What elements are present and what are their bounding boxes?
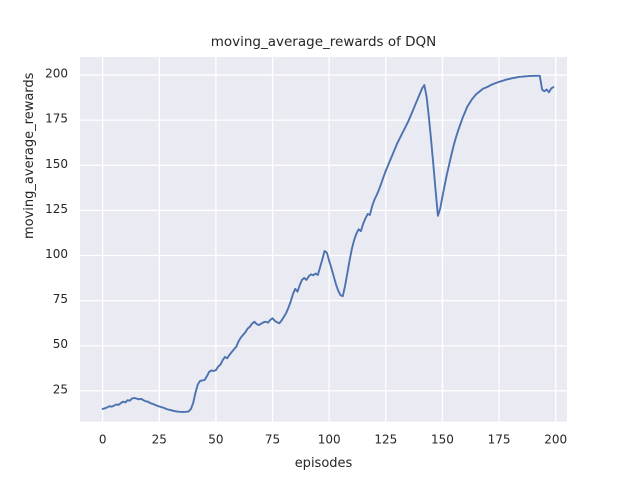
- chart-title: moving_average_rewards of DQN: [210, 34, 437, 50]
- x-tick-label: 0: [99, 433, 107, 447]
- y-tick-label: 150: [45, 157, 68, 171]
- x-tick-label: 200: [544, 433, 567, 447]
- plot-area: [80, 57, 567, 422]
- y-tick-label: 125: [45, 202, 68, 216]
- x-tick-label: 50: [208, 433, 223, 447]
- x-tick-label: 25: [152, 433, 167, 447]
- y-tick-label: 100: [45, 247, 68, 261]
- x-tick-label: 175: [488, 433, 511, 447]
- x-tick-label: 100: [318, 433, 341, 447]
- y-tick-label: 50: [53, 337, 68, 351]
- x-tick-label: 125: [374, 433, 397, 447]
- x-tick-label: 75: [265, 433, 280, 447]
- x-axis-label: episodes: [294, 456, 353, 471]
- y-tick-label: 75: [53, 292, 68, 306]
- y-tick-label: 200: [45, 67, 68, 81]
- x-tick-label: 150: [431, 433, 454, 447]
- y-tick-label: 25: [53, 382, 68, 396]
- y-tick-label: 175: [45, 112, 68, 126]
- line-series-moving_average_rewards: [101, 74, 555, 413]
